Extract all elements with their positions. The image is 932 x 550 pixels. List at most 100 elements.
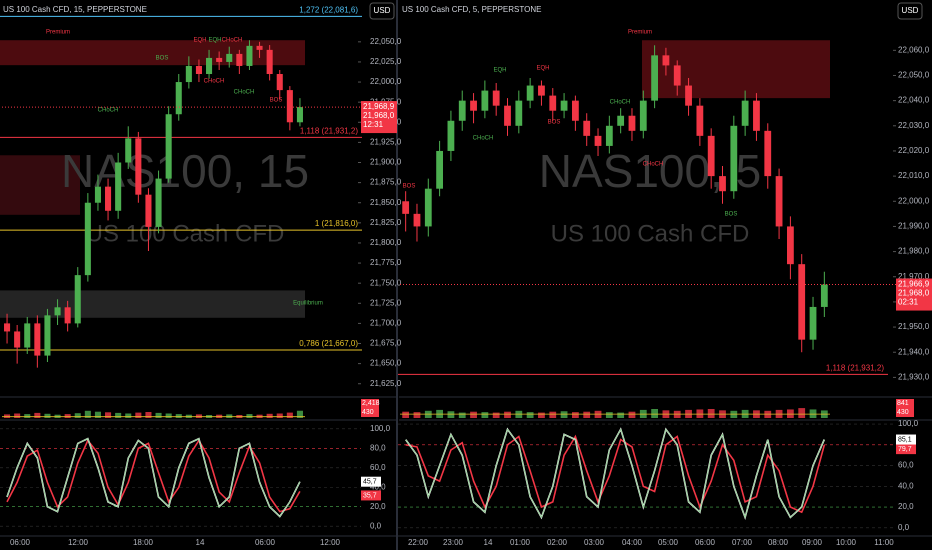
candle-body [266, 49, 273, 75]
osc-last-box [361, 490, 381, 501]
y-tick-label: 21,900,0 [370, 158, 402, 167]
y-tick-label: 21,650,0 [370, 359, 402, 368]
osc-tick-label: 60,0 [370, 463, 386, 472]
candle-body [651, 55, 658, 101]
candle-body [84, 202, 91, 276]
candle-body [549, 95, 557, 111]
volume-bar [125, 413, 132, 418]
candle-body [730, 125, 738, 192]
candle-body [719, 176, 726, 192]
x-tick-label: 06:00 [10, 538, 31, 547]
x-tick-label: 18:00 [133, 538, 154, 547]
last-price-box [896, 278, 932, 311]
level-label: 1,272 (22,081,6) [299, 6, 358, 15]
annotation: BOS [156, 56, 169, 62]
annotation: BOS [548, 120, 561, 126]
x-tick-label: 12:00 [320, 538, 341, 547]
candle-body [436, 150, 443, 189]
volume-bar [526, 412, 534, 418]
candle-body [185, 65, 192, 83]
volume-bar [696, 409, 704, 418]
volume-bar [617, 412, 625, 418]
y-tick-label: 21,800,0 [370, 238, 402, 247]
candle-body [175, 82, 182, 115]
candle-body [458, 100, 466, 121]
x-tick-label: 10:00 [836, 538, 857, 547]
x-tick-label: 01:00 [510, 538, 531, 547]
candle-body [673, 65, 681, 86]
volume-bar [470, 411, 477, 418]
candle-body [165, 114, 172, 179]
watermark-sub: US 100 Cash CFD [551, 220, 750, 247]
candle-body [24, 323, 31, 348]
osc-tick-label: 20,0 [370, 502, 386, 511]
level-label: 1,118 (21,931,2) [300, 127, 358, 136]
candle-body [226, 53, 233, 62]
currency-button[interactable] [897, 2, 923, 20]
candle-body [820, 284, 828, 307]
volume-bar [286, 412, 293, 418]
annotation: EQH [536, 66, 549, 72]
zone [642, 40, 830, 99]
candle-body [64, 307, 71, 324]
x-tick-label: 22:00 [408, 538, 429, 547]
y-tick-label: 22,050,0 [370, 37, 402, 46]
volume-bar [226, 414, 233, 418]
candle-body [753, 100, 760, 131]
annotation: Equilibrium [293, 301, 323, 307]
annotation: CHoCH [204, 79, 225, 85]
annotation: BOS [270, 98, 283, 104]
y-tick-label: 22,050,0 [898, 71, 930, 80]
candle-body [583, 120, 591, 136]
candle-body [617, 115, 625, 126]
candle-body [195, 65, 202, 75]
watermark: NAS100, 5 [539, 145, 761, 197]
volume-box [896, 399, 914, 417]
volume-bar [44, 413, 51, 418]
y-tick-label: 21,970,0 [898, 272, 930, 281]
volume-bar [74, 413, 81, 418]
candle-body [246, 45, 253, 66]
countdown: 02:31 [898, 298, 919, 307]
volume-bar [707, 409, 715, 418]
candle-body [236, 53, 243, 66]
x-tick-label: 02:00 [547, 538, 568, 547]
watermark-sub: US 100 Cash CFD [86, 220, 285, 247]
volume-box [361, 399, 379, 417]
y-tick-label: 21,940,0 [898, 347, 930, 356]
volume-bar [492, 412, 500, 418]
level-label: 1,118 (21,931,2) [826, 363, 884, 372]
annotation: CHoCH [222, 38, 243, 44]
candle-body [639, 100, 647, 131]
x-tick-label: 11:00 [874, 538, 894, 547]
y-tick-label: 22,025,0 [370, 57, 402, 66]
candle-body [54, 307, 61, 316]
y-tick-label: 21,825,0 [370, 218, 402, 227]
currency-button[interactable] [369, 2, 395, 20]
volume-bar [560, 411, 568, 418]
candle-body [470, 100, 477, 111]
candle-body [798, 264, 806, 340]
volume-bar [798, 408, 806, 418]
x-tick-label: 03:00 [584, 538, 605, 547]
y-tick-label: 22,060,0 [898, 45, 930, 54]
candle-body [605, 125, 613, 146]
candle-body [594, 135, 602, 146]
osc-last-label: 35,7 [363, 492, 377, 499]
zone [0, 155, 80, 215]
annotation: EQH [493, 68, 506, 74]
volume-bar [276, 413, 283, 418]
candle-body [526, 85, 534, 101]
osc-line-overlay [405, 428, 825, 519]
candle-body [538, 85, 545, 96]
volume-bar [402, 411, 410, 418]
x-tick-label: 07:00 [732, 538, 753, 547]
candle-body [155, 178, 162, 227]
candle-body [775, 176, 783, 227]
volume-bar [195, 414, 202, 418]
candle-body [206, 57, 213, 75]
annotation: CHoCH [234, 90, 255, 96]
volume-bar [447, 411, 455, 418]
volume-bar [246, 414, 253, 418]
